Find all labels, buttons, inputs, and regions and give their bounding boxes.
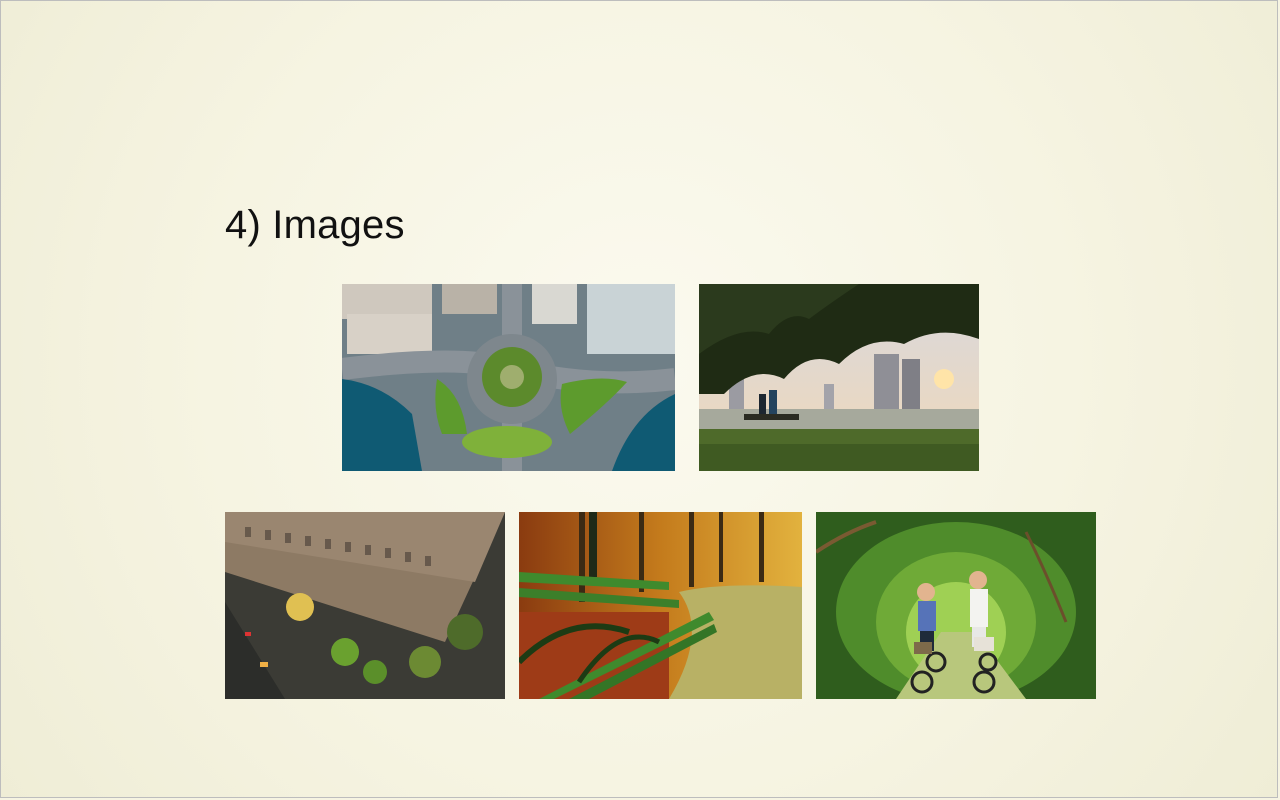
aerial-building-street-photo xyxy=(225,512,505,699)
lake-city-view-photo xyxy=(699,284,979,471)
aerial-roundabout-photo xyxy=(342,284,675,471)
women-biking-photo xyxy=(816,512,1096,699)
section-title: 4) Images xyxy=(225,203,405,247)
park-bench-photo xyxy=(519,512,802,699)
